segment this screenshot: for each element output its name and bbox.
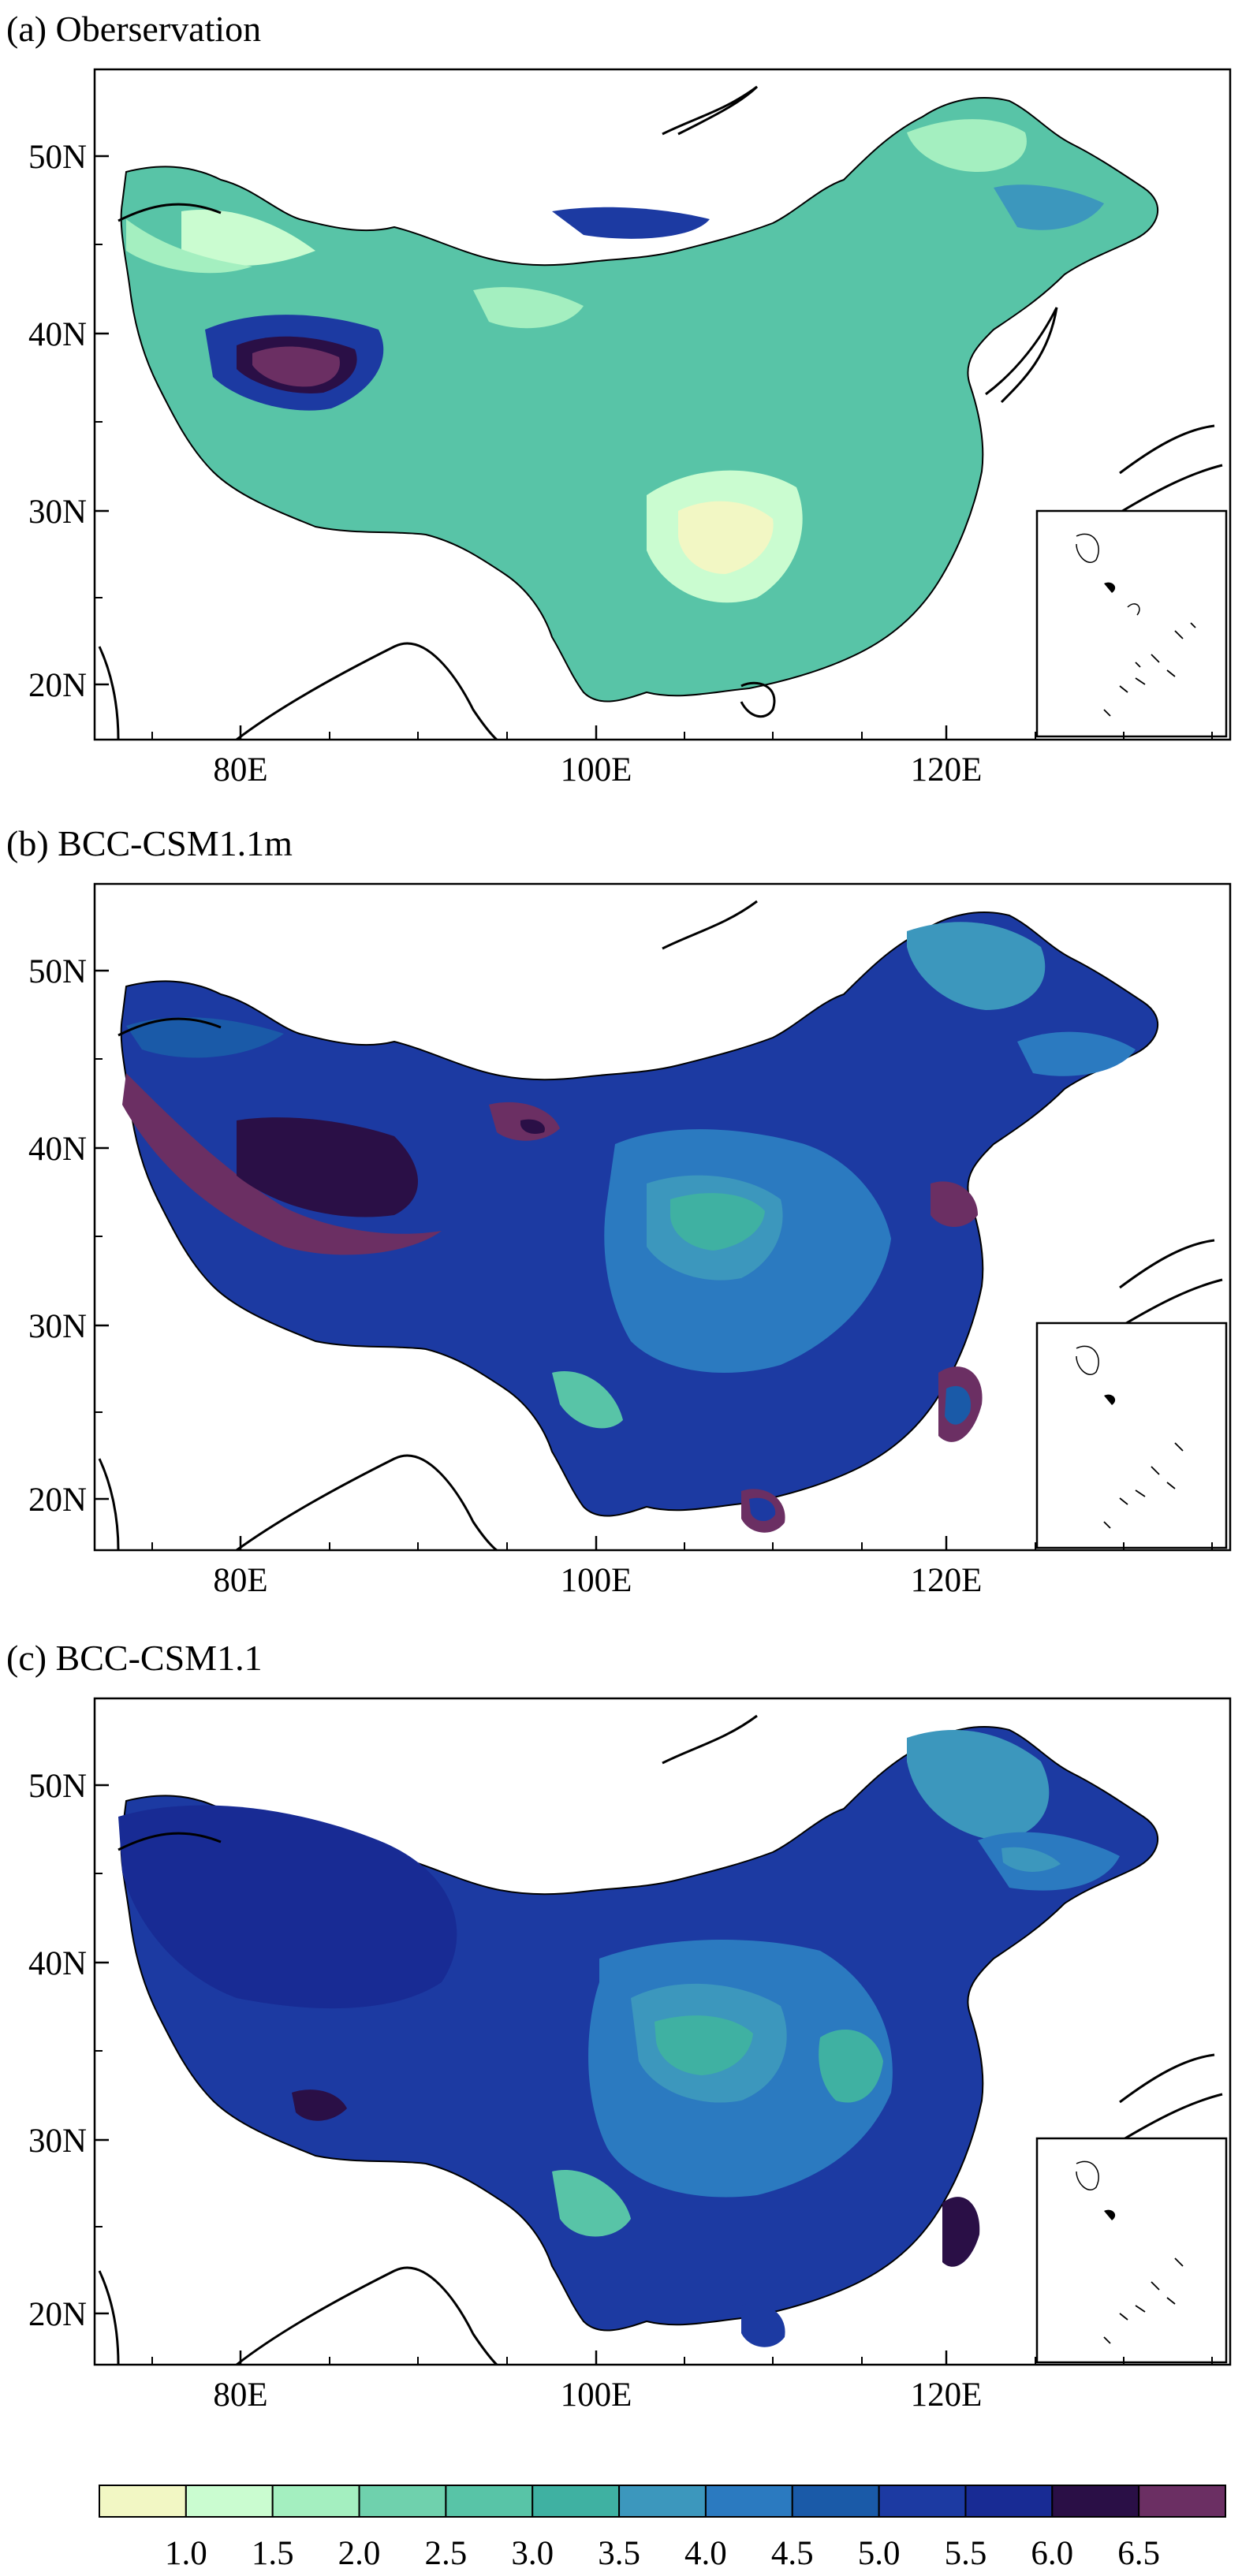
lat-tick-label: 40N: [28, 1945, 87, 1982]
lat-tick-label: 20N: [28, 2296, 87, 2333]
lat-tick-label: 20N: [28, 667, 87, 704]
colorbar-label: 1.0: [165, 2535, 207, 2572]
colorbar-label: 5.5: [945, 2535, 987, 2572]
lat-tick-label: 20N: [28, 1482, 87, 1519]
lon-tick-label: 120E: [911, 2377, 983, 2414]
colorbar-label: 2.5: [425, 2535, 468, 2572]
panel-c-inset: [1035, 2137, 1228, 2364]
lon-tick-label: 120E: [911, 1562, 983, 1599]
panel-c-lat-axis: 20N 30N 40N 50N: [28, 1768, 109, 2333]
panel-a: (a) Oberservation: [6, 9, 1232, 788]
panel-c-title: (c) BCC-CSM1.1: [6, 1638, 263, 1678]
colorbar-swatch: [531, 2485, 621, 2518]
panel-b-inset: [1035, 1322, 1228, 1549]
panel-c-land: [118, 1726, 1159, 2347]
panel-b: (b) BCC-CSM1.1m: [6, 823, 1232, 1599]
panel-a-coastlines: [98, 85, 1223, 741]
colorbar-label: 2.0: [338, 2535, 381, 2572]
colorbar-label: 6.0: [1031, 2535, 1073, 2572]
colorbar-swatch: [99, 2485, 187, 2518]
panel-c-lon-axis: 80E 100E 120E: [151, 2350, 1213, 2414]
colorbar-swatch: [445, 2485, 534, 2518]
panel-a-lon-axis: 80E 100E 120E: [151, 725, 1213, 788]
panel-b-lat-axis: 20N 30N 40N 50N: [28, 953, 109, 1519]
lat-tick-label: 40N: [28, 1131, 87, 1168]
colorbar-label: 5.0: [858, 2535, 901, 2572]
lon-tick-label: 100E: [561, 751, 632, 788]
colorbar-swatch: [1138, 2485, 1226, 2518]
lat-tick-label: 30N: [28, 1308, 87, 1345]
panel-a-land: [120, 97, 1159, 703]
colorbar-label: 3.0: [511, 2535, 554, 2572]
lat-tick-label: 40N: [28, 316, 87, 353]
colorbar-label: 6.5: [1117, 2535, 1160, 2572]
lon-tick-label: 80E: [213, 751, 267, 788]
colorbar-swatch: [1051, 2485, 1140, 2518]
lon-tick-label: 100E: [561, 1562, 632, 1599]
panel-b-title: (b) BCC-CSM1.1m: [6, 823, 293, 863]
colorbar-label: 3.5: [598, 2535, 640, 2572]
panel-b-lon-axis: 80E 100E 120E: [151, 1536, 1213, 1599]
panel-b-coastlines: [98, 900, 1223, 1552]
colorbar-swatch: [618, 2485, 707, 2518]
lon-tick-label: 80E: [213, 2377, 267, 2414]
colorbar-swatch: [271, 2485, 360, 2518]
lat-tick-label: 50N: [28, 139, 87, 176]
panel-a-title: (a) Oberservation: [6, 9, 261, 49]
colorbar: 1.0 1.5 2.0 2.5 3.0 3.5 4.0 4.5 5.0 5.5 6.0 6.5: [99, 2485, 1226, 2572]
colorbar-label: 4.0: [684, 2535, 727, 2572]
lon-tick-label: 120E: [911, 751, 983, 788]
colorbar-swatch: [704, 2485, 793, 2518]
colorbar-swatch: [791, 2485, 880, 2518]
lat-tick-label: 30N: [28, 2123, 87, 2160]
lon-tick-label: 80E: [213, 1562, 267, 1599]
lon-tick-label: 100E: [561, 2377, 632, 2414]
lat-tick-label: 50N: [28, 953, 87, 990]
panel-a-inset: [1035, 509, 1228, 738]
panel-b-land: [120, 911, 1159, 1533]
colorbar-label: 1.5: [252, 2535, 294, 2572]
panel-a-lat-axis: 20N 30N 40N 50N: [28, 139, 109, 704]
colorbar-label: 4.5: [771, 2535, 814, 2572]
colorbar-swatch: [964, 2485, 1054, 2518]
lat-tick-label: 30N: [28, 494, 87, 531]
colorbar-swatch: [878, 2485, 967, 2518]
lat-tick-label: 50N: [28, 1768, 87, 1805]
panel-c: (c) BCC-CSM1.1: [6, 1638, 1232, 2414]
colorbar-swatch: [358, 2485, 447, 2518]
colorbar-swatch: [185, 2485, 274, 2518]
panel-c-coastlines: [98, 1714, 1223, 2366]
